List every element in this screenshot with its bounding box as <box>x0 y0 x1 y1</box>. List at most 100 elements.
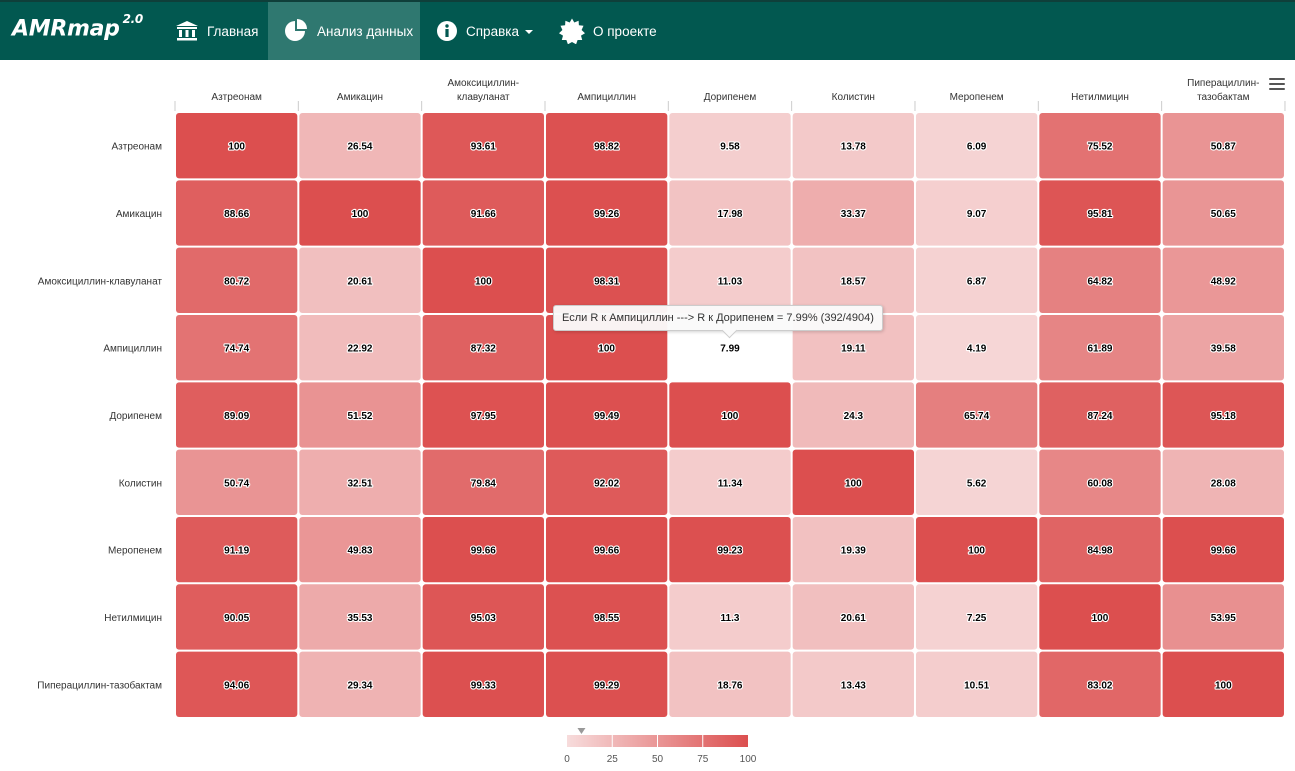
heatmap-cell[interactable] <box>422 584 544 650</box>
heatmap-cell[interactable] <box>669 584 791 650</box>
heatmap-cell[interactable] <box>915 382 1038 448</box>
heatmap-cell[interactable] <box>422 651 544 717</box>
heatmap-cell[interactable] <box>1162 516 1284 583</box>
heatmap-cell[interactable] <box>299 113 421 179</box>
heatmap-cell[interactable] <box>669 113 791 179</box>
heatmap-cell[interactable] <box>669 382 791 448</box>
heatmap-cell[interactable] <box>299 247 421 313</box>
heatmap-cell[interactable] <box>1039 247 1161 313</box>
heatmap-cell[interactable] <box>1162 247 1284 313</box>
cell-value-label: 100 <box>845 478 862 489</box>
heatmap-cell[interactable] <box>545 113 668 179</box>
heatmap-cell[interactable] <box>792 584 914 650</box>
heatmap-cell[interactable] <box>176 247 298 313</box>
heatmap-cell[interactable] <box>545 382 668 448</box>
heatmap-cell[interactable] <box>669 651 791 717</box>
heatmap-cell[interactable] <box>422 449 544 515</box>
heatmap-cell[interactable] <box>792 651 914 717</box>
heatmap-cell[interactable] <box>669 516 791 583</box>
heatmap-cell[interactable] <box>299 314 421 381</box>
heatmap-cell[interactable] <box>1039 113 1161 179</box>
heatmap-cell[interactable] <box>1039 314 1161 381</box>
cell-value-label: 65.74 <box>964 411 989 422</box>
heatmap-cell[interactable] <box>1039 449 1161 515</box>
cell-value-label: 11.34 <box>718 478 743 489</box>
nav-help-dropdown[interactable]: Справка <box>420 2 540 60</box>
heatmap-cell[interactable] <box>915 516 1038 583</box>
heatmap-cell[interactable] <box>915 247 1038 313</box>
heatmap-cell[interactable] <box>1162 584 1284 650</box>
cell-value-label: 11.03 <box>718 276 743 287</box>
heatmap-cell[interactable] <box>299 449 421 515</box>
heatmap-cell[interactable] <box>299 382 421 448</box>
heatmap-cell[interactable] <box>176 314 298 381</box>
brand-logo[interactable]: AMRmap 2.0 <box>12 12 143 41</box>
heatmap-cell[interactable] <box>915 651 1038 717</box>
heatmap-cell[interactable] <box>545 180 668 246</box>
heatmap-cell[interactable] <box>669 449 791 515</box>
heatmap-cell[interactable] <box>1162 382 1284 448</box>
heatmap-cell[interactable] <box>792 113 914 179</box>
heatmap-cell[interactable] <box>422 516 544 583</box>
heatmap-cell[interactable] <box>422 314 544 381</box>
heatmap-cell[interactable] <box>669 247 791 313</box>
heatmap-cell[interactable] <box>176 113 298 179</box>
heatmap-cell[interactable] <box>545 314 668 381</box>
heatmap-cell[interactable] <box>792 516 914 583</box>
heatmap-cell[interactable] <box>545 449 668 515</box>
heatmap-cell[interactable] <box>915 314 1038 381</box>
heatmap-cell[interactable] <box>545 584 668 650</box>
heatmap-cell[interactable] <box>1162 651 1284 717</box>
heatmap-cell[interactable] <box>422 113 544 179</box>
heatmap-cell[interactable] <box>1162 180 1284 246</box>
heatmap-cell[interactable] <box>669 314 791 381</box>
heatmap-cell[interactable] <box>915 180 1038 246</box>
chart-context-menu-button[interactable] <box>1269 78 1285 92</box>
cell-value-label: 99.66 <box>594 546 619 557</box>
heatmap-cell[interactable] <box>1039 651 1161 717</box>
heatmap-cell[interactable] <box>669 180 791 246</box>
legend-tick-label: 0 <box>564 754 570 765</box>
y-axis-label: Пиперациллин-тазобактам <box>37 679 162 691</box>
cell-value-label: 99.23 <box>717 546 742 557</box>
cell-value-label: 87.24 <box>1087 411 1112 422</box>
heatmap-cell[interactable] <box>915 113 1038 179</box>
heatmap-cell[interactable] <box>176 382 298 448</box>
nav-data-analysis-label: Анализ данных <box>317 23 414 39</box>
heatmap-cell[interactable] <box>545 247 668 313</box>
heatmap-cell[interactable] <box>1039 584 1161 650</box>
nav-home[interactable]: Главная <box>166 2 268 60</box>
nav-data-analysis[interactable]: Анализ данных <box>268 2 420 60</box>
heatmap-cell[interactable] <box>176 516 298 583</box>
heatmap-cell[interactable] <box>299 180 421 246</box>
heatmap-cell[interactable] <box>1162 449 1284 515</box>
heatmap-cell[interactable] <box>176 180 298 246</box>
heatmap-cell[interactable] <box>299 651 421 717</box>
heatmap-cell[interactable] <box>1039 180 1161 246</box>
x-axis-label: Нетилмицин <box>1071 92 1129 103</box>
heatmap-cell[interactable] <box>915 584 1038 650</box>
heatmap-cell[interactable] <box>792 449 914 515</box>
heatmap-cell[interactable] <box>1039 382 1161 448</box>
heatmap-cell[interactable] <box>1162 314 1284 381</box>
heatmap-cell[interactable] <box>792 247 914 313</box>
heatmap-cell[interactable] <box>299 584 421 650</box>
heatmap-cell[interactable] <box>915 449 1038 515</box>
cell-value-label: 6.09 <box>967 142 987 153</box>
heatmap-cell[interactable] <box>176 449 298 515</box>
heatmap-cell[interactable] <box>545 516 668 583</box>
cell-value-label: 19.11 <box>841 344 866 355</box>
heatmap-cell[interactable] <box>792 180 914 246</box>
heatmap-cell[interactable] <box>299 516 421 583</box>
nav-about[interactable]: О проекте <box>545 2 665 60</box>
heatmap-cell[interactable] <box>176 584 298 650</box>
heatmap-cell[interactable] <box>176 651 298 717</box>
heatmap-cell[interactable] <box>1162 113 1284 179</box>
heatmap-cell[interactable] <box>792 382 914 448</box>
heatmap-cell[interactable] <box>422 382 544 448</box>
heatmap-cell[interactable] <box>545 651 668 717</box>
heatmap-cell[interactable] <box>1039 516 1161 583</box>
heatmap-cell[interactable] <box>792 314 914 381</box>
heatmap-cell[interactable] <box>422 247 544 313</box>
heatmap-cell[interactable] <box>422 180 544 246</box>
